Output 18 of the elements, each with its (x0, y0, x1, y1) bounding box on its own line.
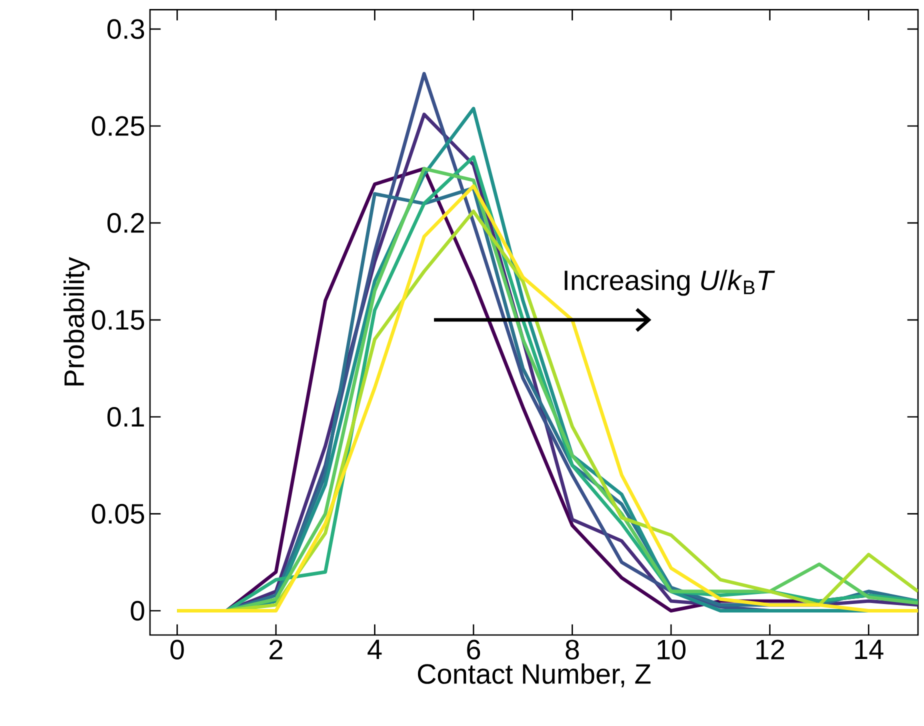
x-tick-label: 12 (756, 640, 784, 660)
x-tick-label: 4 (368, 640, 382, 659)
x-tick-label: 8 (566, 640, 579, 660)
y-tick-label: 0 (130, 600, 144, 621)
y-tick-label: 0.15 (92, 310, 144, 330)
x-tick-label: 6 (467, 640, 480, 660)
annotation: Increasing U/k$_{B}$T (564, 270, 775, 296)
y-tick-label: 0.3 (107, 19, 144, 39)
y-tick-label: 0.1 (107, 406, 144, 427)
x-tick-label: 14 (855, 640, 884, 659)
x-tick-label: 0 (170, 640, 184, 660)
y-axis-title: Probability (64, 257, 90, 386)
x-axis-title: Contact Number, Z (418, 663, 651, 688)
x-tick-label: 10 (658, 640, 686, 660)
y-tick-label: 0.05 (92, 504, 144, 524)
x-tick-label: 2 (270, 640, 282, 660)
y-tick-label: 0.2 (107, 213, 144, 233)
y-tick-label: 0.25 (92, 116, 144, 136)
